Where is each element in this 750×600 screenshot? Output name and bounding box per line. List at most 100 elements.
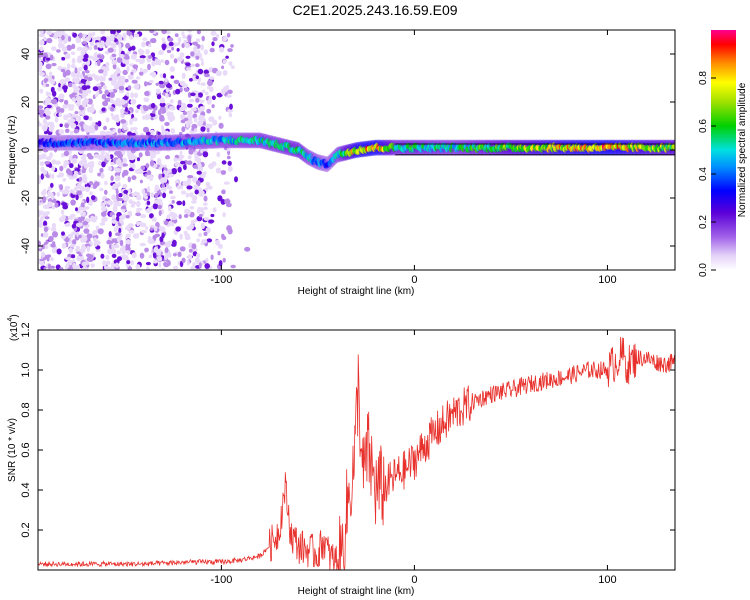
spectrogram-speck [111, 253, 117, 258]
spectrogram-speck [166, 169, 173, 173]
spectrogram-speck [130, 53, 137, 60]
spectrogram-speck [136, 200, 141, 208]
spectrogram-speck [138, 49, 145, 56]
spectrogram-speck [159, 97, 165, 104]
spectrogram-speck [186, 160, 193, 165]
spectrogram-speck [71, 223, 77, 229]
spectrogram-speck [218, 260, 223, 267]
spectrogram-speck [117, 43, 122, 48]
spectrogram-speck [149, 174, 154, 182]
spectrogram-speck [103, 125, 107, 131]
spectrogram-speck [195, 55, 200, 60]
colorbar-tick-label: 0.0 [698, 263, 709, 277]
spectrogram-speck [193, 113, 197, 118]
spectrogram-speck [73, 85, 79, 92]
spectrogram-speck [130, 92, 135, 99]
spectrogram-speck [43, 242, 47, 246]
spectrogram-speck [59, 123, 63, 128]
spectrogram-speck [178, 214, 182, 220]
spectrogram-speck [70, 130, 74, 135]
spectrogram-speck [211, 41, 215, 47]
spectrogram-speck [215, 70, 222, 77]
spectrogram-speck [196, 253, 200, 259]
spectrogram-speck [187, 103, 193, 108]
spectrogram-speck [109, 92, 116, 98]
spectrogram-speck [119, 239, 124, 247]
spectrogram-speck [222, 70, 228, 76]
spectrogram-speck [187, 155, 192, 160]
spectrogram-speck [126, 65, 130, 72]
spectrogram-speck [68, 247, 74, 253]
colorbar-tick-label: 0.4 [698, 167, 709, 181]
spectrogram-speck [150, 157, 154, 161]
spectrogram-speck [161, 128, 166, 135]
spectrogram-speck [158, 210, 162, 216]
spectrogram-speck [227, 147, 231, 152]
spectrogram-speck [88, 181, 94, 185]
spectrogram-speck [199, 99, 205, 104]
spectrogram-speck [71, 239, 77, 245]
spectrogram-speck [205, 181, 211, 187]
spectrogram-speck [182, 35, 187, 39]
spectrogram-speck [101, 93, 107, 100]
spectrogram-speck [126, 30, 131, 36]
spectrogram-speck [157, 131, 161, 135]
spectrogram-speck [79, 248, 86, 253]
spectrogram-speck [147, 63, 151, 71]
spectrogram-speck [203, 231, 208, 236]
spectrogram-speck [202, 151, 209, 158]
spectrogram-speck [206, 99, 212, 105]
spectrogram-speck [158, 80, 164, 85]
spectrogram-speck [205, 91, 209, 96]
spectrogram-speck [195, 97, 200, 103]
spectrogram-speck [100, 172, 105, 179]
spectrogram-speck [170, 128, 175, 132]
spectrogram-speck [222, 212, 226, 218]
spectrogram-speck [102, 260, 107, 267]
spectrogram-speck [166, 215, 170, 220]
spectrogram-speck [202, 202, 208, 206]
spectrogram-speck [44, 216, 50, 220]
spectrogram-speck [72, 259, 76, 263]
spectrogram-speck [167, 173, 174, 178]
spectrogram-speck [226, 155, 231, 160]
spectrogram-speck [192, 41, 198, 46]
spectrogram-speck [146, 114, 151, 120]
spectrogram-speck [78, 88, 84, 94]
spectrogram-speck [130, 201, 137, 206]
spectrogram-speck [170, 195, 176, 200]
spectrogram-speck [71, 71, 76, 78]
spectrogram-speck [187, 253, 193, 260]
spectrogram-speck [127, 266, 132, 270]
snr-xtick-label: 100 [598, 574, 616, 586]
spectrogram-speck [150, 38, 156, 44]
spectrogram-speck [177, 157, 183, 162]
spectrogram-speck [74, 186, 78, 192]
spectrogram-speck [225, 55, 229, 59]
spectrogram-speck [220, 199, 226, 205]
spectrogram-speck [144, 97, 150, 103]
spectrogram-speck [218, 115, 222, 120]
spectrogram-speck [208, 76, 215, 80]
spectrogram-speck [110, 30, 116, 35]
spectrogram-speck [194, 257, 200, 264]
spectrogram-speck [164, 59, 170, 66]
spectrogram-speck [182, 83, 188, 89]
spectrogram-speck [69, 189, 75, 193]
spectrogram-speck [210, 213, 215, 218]
spectrogram-speck [209, 47, 215, 53]
spectrogram-speck [63, 114, 69, 121]
spectrogram-speck [87, 254, 94, 259]
spectrogram-speck [67, 170, 73, 176]
spectrogram-speck [157, 204, 162, 210]
spectrogram-speck [57, 42, 63, 49]
spectrogram-speck [221, 65, 225, 70]
spectrogram-speck [146, 200, 151, 206]
spectrogram-speck [144, 150, 150, 157]
snr-ylabel: SNR (10 * v/v) [7, 418, 18, 482]
spectrogram-speck [62, 104, 68, 109]
spectrogram-speck [198, 213, 203, 218]
spectrogram-speck [65, 263, 70, 269]
spectrogram-speck [107, 47, 114, 53]
spectrogram-speck [180, 114, 185, 120]
